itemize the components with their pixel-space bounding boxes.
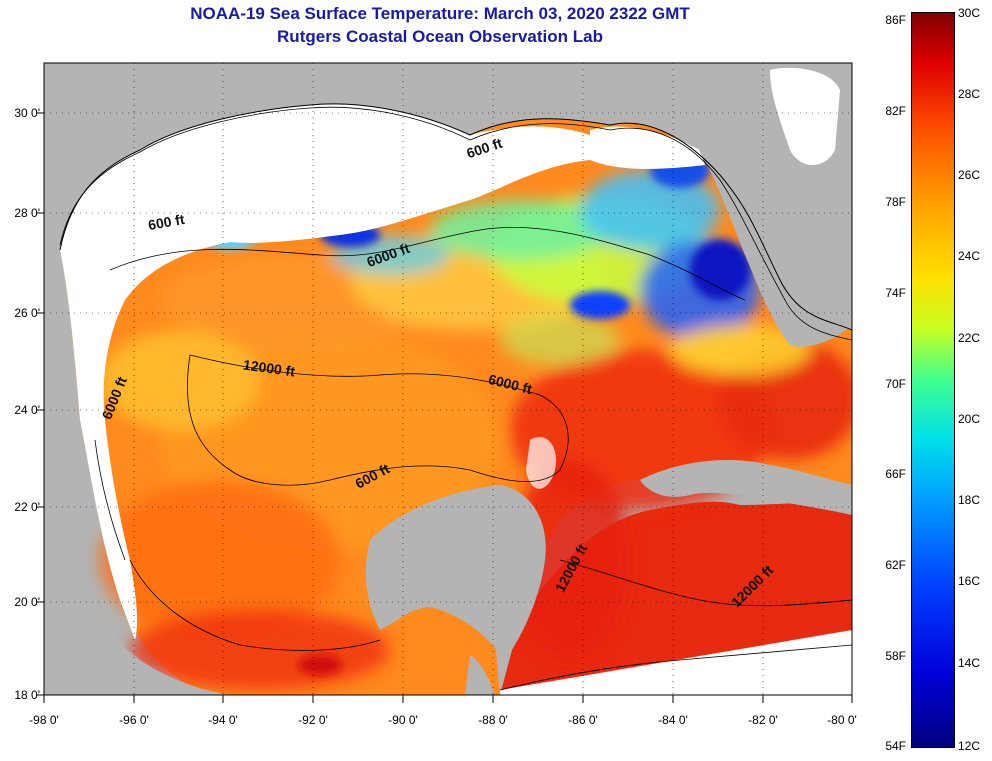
map-title: NOAA-19 Sea Surface Temperature: March 0…	[190, 4, 690, 23]
lon-label: -92 0'	[298, 713, 328, 727]
colorbar-f-label: 58F	[885, 649, 906, 663]
colorbar-c-label: 20C	[958, 412, 981, 426]
colorbar-f-label: 82F	[885, 104, 906, 118]
cloud-yucatan-north	[526, 436, 556, 489]
land-central-america	[465, 655, 495, 695]
cloud-north	[590, 126, 705, 169]
lon-label: -80 0'	[827, 713, 857, 727]
lat-label: 24 0'	[14, 403, 40, 417]
cloud-florida	[770, 67, 840, 165]
contour-6000ft-south	[129, 559, 381, 651]
colorbar-c-label: 26C	[958, 168, 981, 182]
lon-label: -94 0'	[208, 713, 238, 727]
lon-label: -82 0'	[748, 713, 778, 727]
colorbar-f-label: 74F	[885, 286, 906, 300]
contour-600ft	[59, 106, 852, 341]
lat-label: 18 0'	[14, 688, 40, 702]
contour-caribbean-12000	[559, 559, 852, 607]
lon-label: -90 0'	[388, 713, 418, 727]
colorbar-c-label: 16C	[958, 574, 981, 588]
colorbar-f-label: 86F	[885, 13, 906, 27]
contour-6000ft-north	[109, 226, 746, 301]
lat-label: 26 0'	[14, 306, 40, 320]
colorbar-c-label: 30C	[958, 6, 981, 20]
colorbar-f-label: 78F	[885, 195, 906, 209]
lat-label: 30 0'	[14, 106, 40, 120]
land-yucatan	[365, 485, 546, 660]
lon-label: -98 0'	[29, 713, 59, 727]
lon-label: -84 0'	[658, 713, 688, 727]
contour-12000ft	[187, 354, 569, 486]
coastline	[59, 103, 852, 331]
cloud-west-shelf	[60, 103, 590, 640]
lon-label: -96 0'	[119, 713, 149, 727]
lat-label: 28 0'	[14, 206, 40, 220]
temperature-colorbar	[911, 12, 955, 748]
colorbar-c-label: 24C	[958, 249, 981, 263]
lat-label: 20 0'	[14, 595, 40, 609]
map-subtitle: Rutgers Coastal Ocean Observation Lab	[277, 27, 603, 46]
lon-label: -88 0'	[478, 713, 508, 727]
cloud-caribbean-south	[500, 630, 852, 695]
colorbar-c-label: 28C	[958, 87, 981, 101]
colorbar-c-label: 12C	[958, 739, 981, 753]
land-cuba	[640, 460, 852, 515]
contour-caribbean-600	[499, 644, 852, 691]
colorbar-f-label: 70F	[885, 377, 906, 391]
colorbar-c-label: 22C	[958, 331, 981, 345]
colorbar-c-label: 18C	[958, 493, 981, 507]
lat-label: 22 0'	[14, 500, 40, 514]
land-mexico-south	[44, 560, 230, 695]
contour-west-6000	[94, 439, 126, 561]
map-frame	[43, 62, 853, 696]
land-northwest	[44, 63, 74, 213]
colorbar-f-label: 66F	[885, 467, 906, 481]
colorbar-f-label: 62F	[885, 558, 906, 572]
lon-label: -86 0'	[568, 713, 598, 727]
colorbar-c-label: 14C	[958, 656, 981, 670]
colorbar-f-label: 54F	[885, 739, 906, 753]
